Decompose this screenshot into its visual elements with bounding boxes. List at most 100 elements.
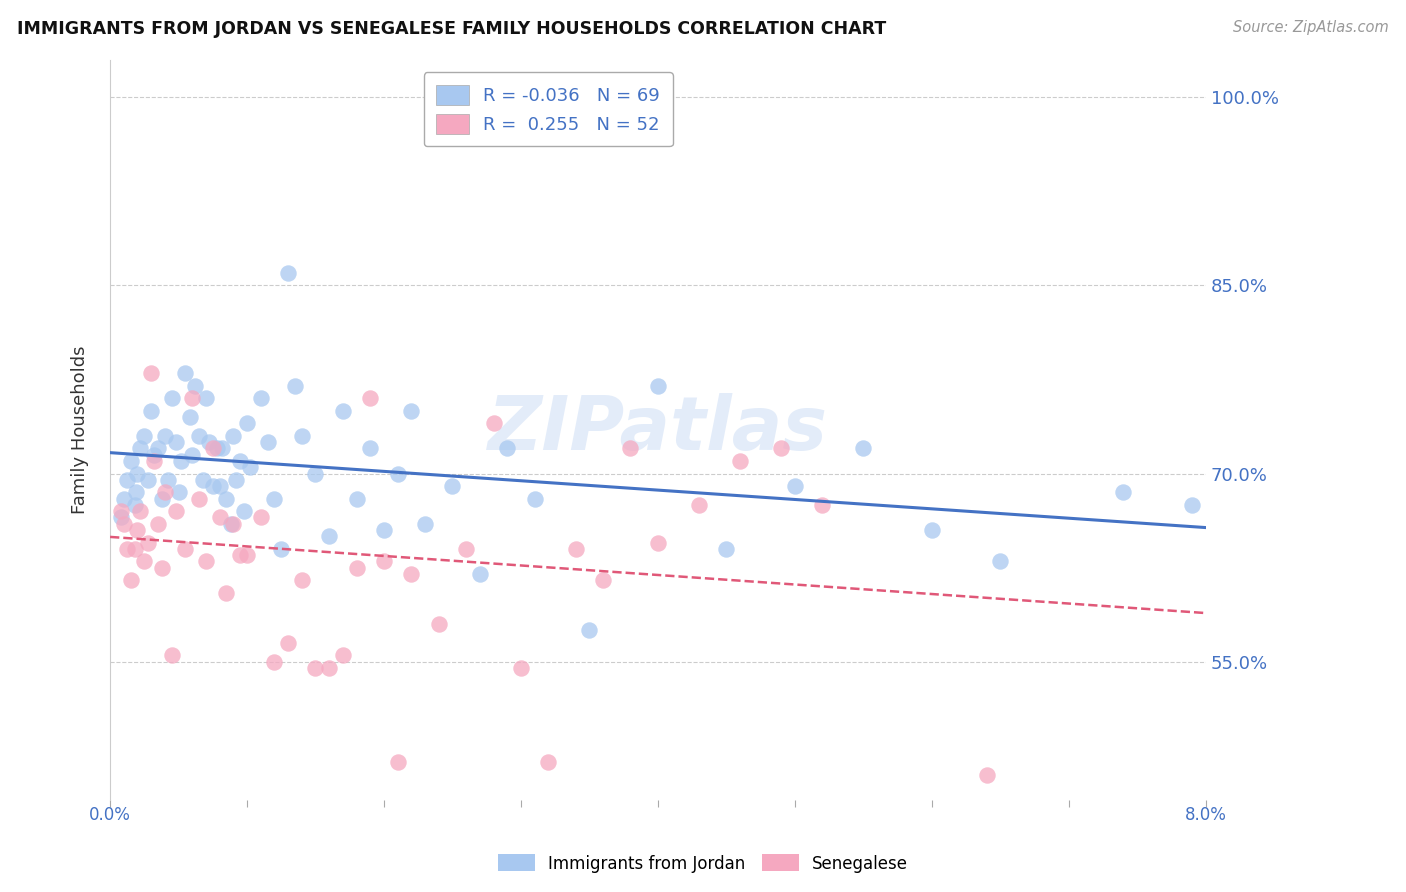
Point <box>770 442 793 456</box>
Point <box>129 442 152 456</box>
Point <box>277 636 299 650</box>
Point <box>373 523 395 537</box>
Point <box>284 378 307 392</box>
Point <box>346 491 368 506</box>
Point <box>647 535 669 549</box>
Point <box>482 417 505 431</box>
Point <box>208 479 231 493</box>
Point <box>239 460 262 475</box>
Point <box>496 442 519 456</box>
Point <box>332 648 354 663</box>
Point <box>174 366 197 380</box>
Point <box>138 473 160 487</box>
Point <box>318 661 340 675</box>
Point <box>537 755 560 769</box>
Text: 0.0%: 0.0% <box>89 806 131 824</box>
Point <box>219 516 242 531</box>
Y-axis label: Family Households: Family Households <box>72 345 89 514</box>
Point <box>188 429 211 443</box>
Point <box>387 755 409 769</box>
Point <box>647 378 669 392</box>
Point <box>142 448 165 462</box>
Point <box>170 454 193 468</box>
Point <box>427 617 450 632</box>
Point <box>468 566 491 581</box>
Point <box>184 378 207 392</box>
Point <box>318 529 340 543</box>
Point <box>304 661 326 675</box>
Point <box>120 573 142 587</box>
Point <box>387 467 409 481</box>
Point <box>197 435 219 450</box>
Point <box>523 491 546 506</box>
Point <box>150 491 173 506</box>
Point <box>359 391 381 405</box>
Point <box>165 504 187 518</box>
Point <box>976 767 998 781</box>
Point <box>401 566 423 581</box>
Point <box>174 541 197 556</box>
Point <box>110 510 132 524</box>
Point <box>441 479 464 493</box>
Point <box>141 404 163 418</box>
Point <box>211 442 233 456</box>
Point <box>150 560 173 574</box>
Point <box>401 404 423 418</box>
Point <box>125 485 148 500</box>
Point <box>208 510 231 524</box>
Point <box>277 266 299 280</box>
Point <box>222 516 245 531</box>
Point <box>509 661 531 675</box>
Text: ZIPatlas: ZIPatlas <box>488 393 828 467</box>
Point <box>249 510 271 524</box>
Text: IMMIGRANTS FROM JORDAN VS SENEGALESE FAMILY HOUSEHOLDS CORRELATION CHART: IMMIGRANTS FROM JORDAN VS SENEGALESE FAM… <box>17 20 886 37</box>
Point <box>179 410 201 425</box>
Point <box>811 498 834 512</box>
Point <box>129 504 152 518</box>
Text: 8.0%: 8.0% <box>1185 806 1226 824</box>
Point <box>160 391 183 405</box>
Point <box>291 429 314 443</box>
Point <box>120 454 142 468</box>
Point <box>688 498 710 512</box>
Point <box>578 624 600 638</box>
Point <box>291 573 314 587</box>
Point <box>112 491 135 506</box>
Point <box>988 554 1011 568</box>
Point <box>134 429 156 443</box>
Point <box>304 467 326 481</box>
Point <box>346 560 368 574</box>
Point <box>256 435 278 450</box>
Point <box>110 504 132 518</box>
Point <box>156 473 179 487</box>
Point <box>229 454 252 468</box>
Point <box>188 491 211 506</box>
Point <box>852 442 875 456</box>
Point <box>263 491 285 506</box>
Point <box>181 391 204 405</box>
Point <box>153 485 176 500</box>
Point <box>619 442 641 456</box>
Point <box>193 473 215 487</box>
Point <box>124 541 146 556</box>
Point <box>236 417 259 431</box>
Point <box>921 523 943 537</box>
Point <box>225 473 247 487</box>
Point <box>728 454 751 468</box>
Point <box>270 541 292 556</box>
Point <box>716 541 738 556</box>
Point <box>233 504 256 518</box>
Point <box>229 548 252 562</box>
Point <box>205 442 228 456</box>
Point <box>201 479 224 493</box>
Point <box>160 648 183 663</box>
Point <box>1181 498 1204 512</box>
Point <box>236 548 259 562</box>
Point <box>142 454 165 468</box>
Point <box>373 554 395 568</box>
Point <box>115 473 138 487</box>
Point <box>194 554 217 568</box>
Point <box>194 391 217 405</box>
Point <box>215 491 238 506</box>
Point <box>564 541 586 556</box>
